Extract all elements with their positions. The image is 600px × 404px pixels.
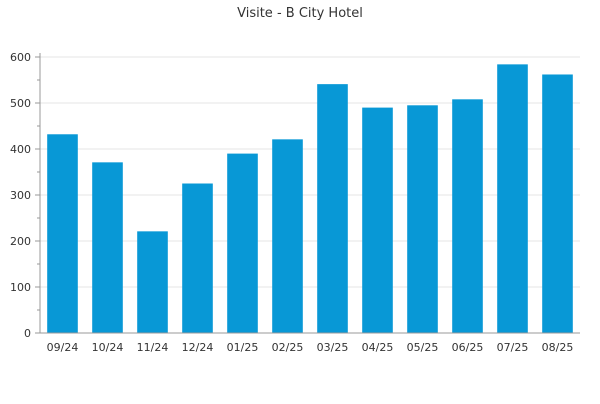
x-tick-label: 04/25 — [362, 341, 394, 354]
bars — [47, 64, 573, 334]
y-tick-label: 300 — [10, 189, 31, 202]
bar — [92, 162, 123, 333]
y-tick-label: 600 — [10, 51, 31, 64]
bar — [542, 74, 573, 333]
y-tick-label: 0 — [24, 327, 31, 340]
x-tick-label: 09/24 — [47, 341, 79, 354]
x-tick-label: 06/25 — [452, 341, 484, 354]
bar — [47, 134, 78, 333]
bar — [317, 84, 348, 333]
y-tick-labels: 0 100 200 300 400 500 600 — [10, 51, 31, 340]
x-tick-label: 02/25 — [272, 341, 304, 354]
x-tick-labels: 09/24 10/24 11/24 12/24 01/25 02/25 03/25 04/25… — [47, 341, 574, 354]
y-tick-label: 200 — [10, 235, 31, 248]
chart-title: Visite - B City Hotel — [237, 6, 363, 21]
y-tick-label: 400 — [10, 143, 31, 156]
gridlines — [40, 56, 580, 288]
bar — [452, 99, 483, 333]
y-tick-label: 500 — [10, 97, 31, 110]
x-tick-label: 05/25 — [407, 341, 439, 354]
y-tick-label: 100 — [10, 281, 31, 294]
bar — [362, 107, 393, 333]
x-tick-label: 07/25 — [497, 341, 529, 354]
x-tick-label: 03/25 — [317, 341, 349, 354]
bar — [227, 153, 258, 333]
bar — [182, 183, 213, 333]
bar — [272, 139, 303, 333]
bar — [497, 64, 528, 334]
axes — [35, 53, 580, 334]
bar — [137, 231, 168, 333]
x-tick-label: 12/24 — [182, 341, 214, 354]
x-tick-label: 01/25 — [227, 341, 259, 354]
x-tick-label: 11/24 — [137, 341, 169, 354]
bar — [407, 105, 438, 333]
x-tick-label: 10/24 — [92, 341, 124, 354]
x-tick-label: 08/25 — [542, 341, 574, 354]
